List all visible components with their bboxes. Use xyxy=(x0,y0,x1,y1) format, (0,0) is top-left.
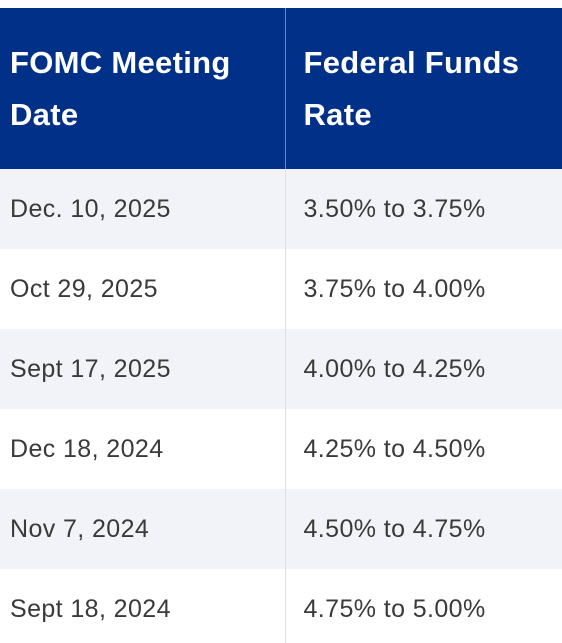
table-row: Oct 29, 2025 3.75% to 4.00% xyxy=(0,249,562,329)
header-meeting-date-line1: FOMC Meeting xyxy=(10,44,231,80)
cell-meeting-date: Dec 18, 2024 xyxy=(0,409,285,489)
cell-meeting-date: Nov 7, 2024 xyxy=(0,489,285,569)
fomc-rates-table: FOMC Meeting Date Federal Funds Rate Dec… xyxy=(0,8,562,643)
cell-funds-rate: 4.25% to 4.50% xyxy=(284,409,562,489)
cell-funds-rate: 3.75% to 4.00% xyxy=(284,249,562,329)
table-row: Sept 18, 2024 4.75% to 5.00% xyxy=(0,569,562,643)
header-funds-rate: Federal Funds Rate xyxy=(284,8,562,169)
table-row: Dec 18, 2024 4.25% to 4.50% xyxy=(0,409,562,489)
header-meeting-date-line2: Date xyxy=(10,96,79,132)
header-funds-rate-line2: Rate xyxy=(303,96,372,132)
cell-funds-rate: 4.50% to 4.75% xyxy=(284,489,562,569)
table-row: Nov 7, 2024 4.50% to 4.75% xyxy=(0,489,562,569)
cell-funds-rate: 4.75% to 5.00% xyxy=(284,569,562,643)
cell-meeting-date: Sept 18, 2024 xyxy=(0,569,285,643)
header-funds-rate-line1: Federal Funds xyxy=(303,44,520,80)
cell-meeting-date: Sept 17, 2025 xyxy=(0,329,285,409)
header-meeting-date: FOMC Meeting Date xyxy=(0,8,285,169)
cell-meeting-date: Oct 29, 2025 xyxy=(0,249,285,329)
table-row: Sept 17, 2025 4.00% to 4.25% xyxy=(0,329,562,409)
cell-funds-rate: 4.00% to 4.25% xyxy=(284,329,562,409)
cell-funds-rate: 3.50% to 3.75% xyxy=(284,169,562,249)
table-header-row: FOMC Meeting Date Federal Funds Rate xyxy=(0,8,562,169)
table-row: Dec. 10, 2025 3.50% to 3.75% xyxy=(0,169,562,249)
top-margin xyxy=(0,0,562,8)
cell-meeting-date: Dec. 10, 2025 xyxy=(0,169,285,249)
